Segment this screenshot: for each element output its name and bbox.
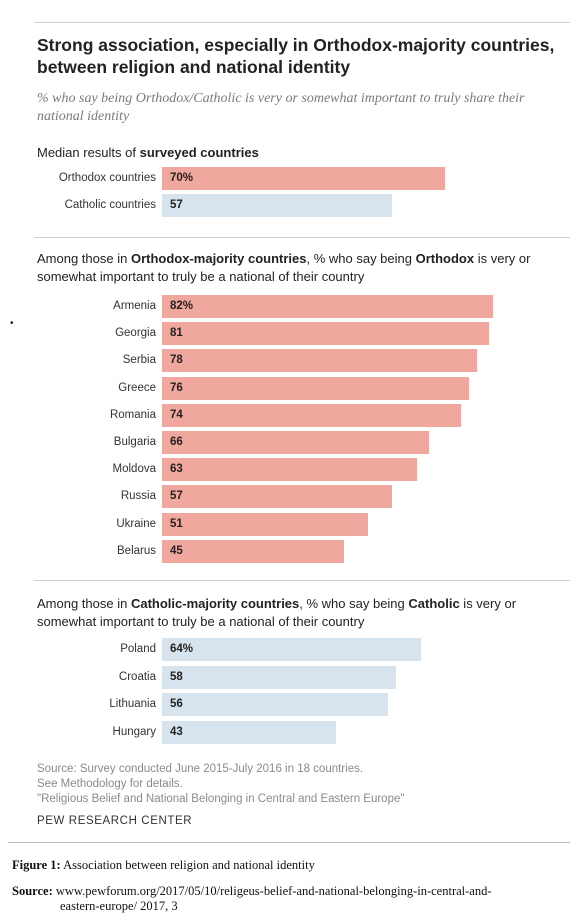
bar-value-label: 64% bbox=[170, 643, 194, 655]
bar-armenia: 82% bbox=[162, 295, 493, 318]
category-label: Armenia bbox=[113, 300, 156, 312]
orthodox-heading-part-4: Orthodox bbox=[415, 251, 475, 266]
source-citation-line1: www.pewforum.org/2017/05/10/religeus-bel… bbox=[52, 884, 492, 898]
category-label: Romania bbox=[109, 409, 156, 421]
category-label: Lithuania bbox=[109, 698, 156, 710]
figure-caption-label: Figure 1: bbox=[12, 858, 61, 872]
category-label: Georgia bbox=[115, 327, 156, 339]
bar-hungary: 43 bbox=[162, 721, 336, 744]
orthodox-heading: Among those in Orthodox-majority countri… bbox=[37, 250, 572, 286]
figure-caption: Figure 1: Association between religion a… bbox=[12, 858, 572, 873]
bar-value-label: 43 bbox=[170, 726, 183, 738]
bar-serbia: 78 bbox=[162, 349, 477, 372]
bar-catholic-countries: 57 bbox=[162, 194, 392, 217]
median-heading-bold: surveyed countries bbox=[139, 145, 259, 160]
bar-orthodox-countries: 70% bbox=[162, 167, 445, 190]
category-label: Bulgaria bbox=[113, 436, 156, 448]
source-note-3: "Religious Belief and National Belonging… bbox=[37, 793, 405, 805]
bar-value-label: 45 bbox=[170, 545, 183, 557]
bar-value-label: 57 bbox=[170, 490, 183, 502]
category-label: Greece bbox=[118, 382, 156, 394]
orthodox-heading-part-2: Orthodox-majority countries bbox=[130, 251, 307, 266]
bar-bulgaria: 66 bbox=[162, 431, 429, 454]
category-label: Moldova bbox=[112, 463, 156, 475]
top-rule bbox=[34, 22, 570, 23]
catholic-heading: Among those in Catholic-majority countri… bbox=[37, 595, 572, 631]
bar-lithuania: 56 bbox=[162, 693, 388, 716]
bar-value-label: 81 bbox=[170, 327, 183, 339]
catholic-heading-part-5: is very or somewhat important to truly b… bbox=[37, 596, 517, 629]
category-label: Hungary bbox=[112, 726, 156, 738]
bar-georgia: 81 bbox=[162, 322, 489, 345]
category-label: Orthodox countries bbox=[58, 172, 156, 184]
bar-value-label: 66 bbox=[170, 436, 183, 448]
source-citation-label: Source: bbox=[12, 884, 53, 898]
bar-croatia: 58 bbox=[162, 666, 396, 689]
bar-value-label: 56 bbox=[170, 698, 183, 710]
source-note-1: Source: Survey conducted June 2015-July … bbox=[37, 763, 364, 775]
bar-value-label: 82% bbox=[170, 300, 194, 312]
bar-russia: 57 bbox=[162, 485, 392, 508]
bar-belarus: 45 bbox=[162, 540, 344, 563]
orthodox-heading-part-5: is very or somewhat important to truly b… bbox=[37, 251, 531, 284]
bar-poland: 64% bbox=[162, 638, 421, 661]
source-notes: Source: Survey conducted June 2015-July … bbox=[37, 762, 567, 807]
divider-1 bbox=[34, 237, 570, 238]
caption-rule bbox=[8, 842, 570, 843]
median-heading-prefix: Median results of bbox=[37, 145, 140, 160]
divider-2 bbox=[34, 580, 570, 581]
catholic-heading-part-1: Among those in bbox=[37, 596, 131, 611]
bar-value-label: 51 bbox=[170, 518, 183, 530]
bar-value-label: 58 bbox=[170, 671, 183, 683]
bar-value-label: 70% bbox=[170, 172, 194, 184]
bar-romania: 74 bbox=[162, 404, 461, 427]
orthodox-heading-part-3: , % who say being bbox=[306, 251, 416, 266]
category-label: Russia bbox=[120, 490, 156, 502]
category-label: Serbia bbox=[122, 354, 156, 366]
bar-value-label: 63 bbox=[170, 463, 183, 475]
orthodox-heading-part-1: Among those in bbox=[37, 251, 131, 266]
category-label: Belarus bbox=[117, 545, 156, 557]
category-label: Ukraine bbox=[116, 518, 156, 530]
stray-mark: • bbox=[10, 318, 14, 329]
median-heading: Median results of surveyed countries bbox=[37, 144, 572, 162]
catholic-heading-part-3: , % who say being bbox=[299, 596, 409, 611]
org-credit: PEW RESEARCH CENTER bbox=[37, 815, 193, 827]
bar-value-label: 76 bbox=[170, 382, 183, 394]
chart-subtitle: % who say being Orthodox/Catholic is ver… bbox=[37, 91, 525, 124]
bar-greece: 76 bbox=[162, 377, 469, 400]
source-note-2: See Methodology for details. bbox=[37, 778, 183, 790]
category-label: Croatia bbox=[118, 671, 156, 683]
catholic-heading-part-4: Catholic bbox=[408, 596, 460, 611]
bar-value-label: 74 bbox=[170, 409, 183, 421]
catholic-heading-part-2: Catholic-majority countries bbox=[130, 596, 300, 611]
source-citation: Source: www.pewforum.org/2017/05/10/reli… bbox=[12, 884, 578, 914]
bar-value-label: 57 bbox=[170, 199, 183, 211]
figure-caption-text: Association between religion and nationa… bbox=[60, 858, 315, 872]
bar-value-label: 78 bbox=[170, 354, 183, 366]
category-label: Catholic countries bbox=[64, 199, 156, 211]
chart-title: Strong association, especially in Orthod… bbox=[37, 35, 555, 77]
bar-moldova: 63 bbox=[162, 458, 417, 481]
bar-ukraine: 51 bbox=[162, 513, 368, 536]
source-citation-line2: eastern-europe/ 2017, 3 bbox=[60, 899, 178, 913]
category-label: Poland bbox=[120, 643, 156, 655]
